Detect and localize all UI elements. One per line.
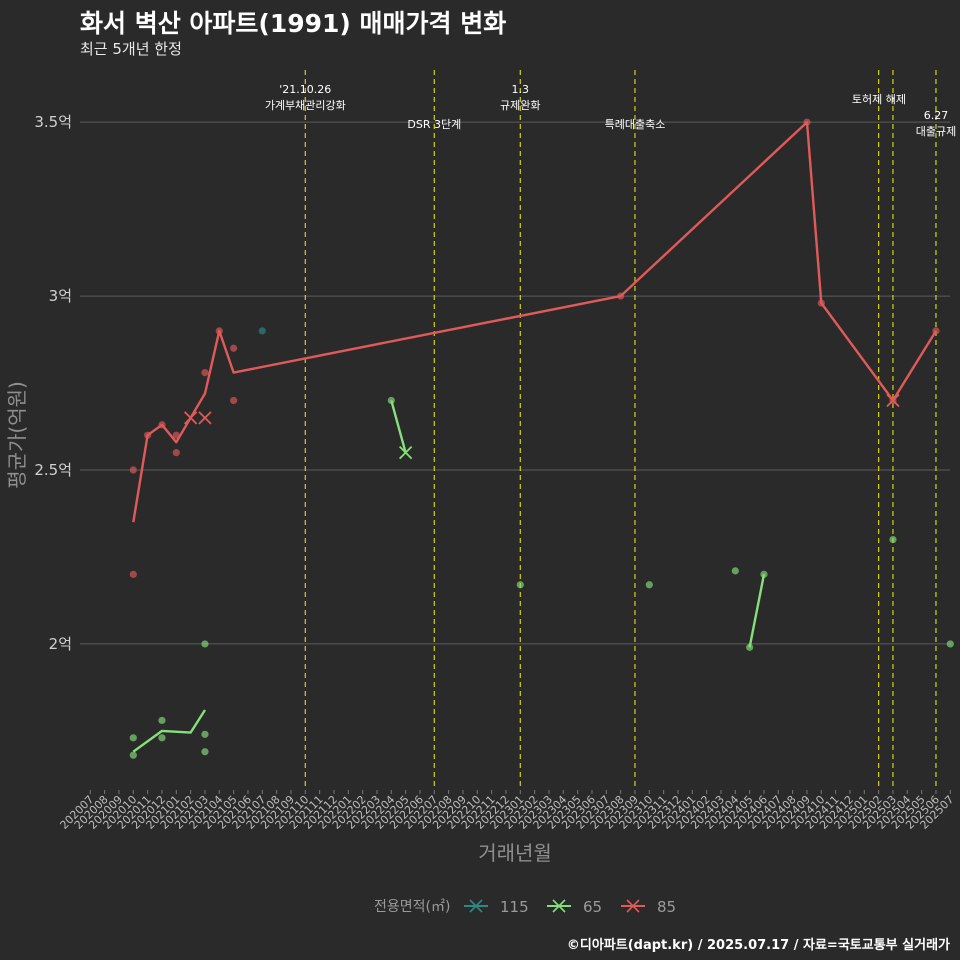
- data-point-65-12: [760, 570, 768, 578]
- x-axis-ticks: 2020072020082020092020102020112020122021…: [58, 790, 956, 832]
- y-axis-title: 평균가(억원): [5, 381, 29, 489]
- annotation-label-202207-0: DSR 3단계: [407, 118, 461, 131]
- legend: 전용면적(㎡) 115 65 85: [374, 898, 676, 916]
- data-point-65-6: [201, 748, 209, 756]
- data-point-65-10: [731, 567, 739, 575]
- data-point-85-12: [817, 299, 825, 307]
- cross-stroke: [886, 393, 900, 408]
- data-point-65-7: [387, 396, 395, 405]
- data-point-65-13: [889, 535, 897, 544]
- data-point-65-2: [158, 716, 166, 725]
- data-point-65-14: [946, 640, 954, 648]
- series-lines: [132, 121, 938, 753]
- data-point-85-9: [230, 396, 238, 405]
- x-axis-title: 거래년월: [478, 841, 552, 865]
- data-point-85-0: [129, 466, 137, 474]
- data-point-85-6: [201, 369, 209, 377]
- chart-title: 화서 벽산 아파트(1991) 매매가격 변화: [80, 9, 507, 38]
- data-point-65-8: [516, 581, 524, 589]
- annotation-label-202301-0: 1.3: [512, 83, 530, 96]
- data-point-65-0: [129, 734, 137, 742]
- legend-cross-115: [469, 899, 483, 913]
- data-point-85-11: [803, 118, 811, 126]
- policy-annotation-lines: [304, 70, 937, 790]
- series-line-65-0: [132, 709, 207, 753]
- data-point-85-5: [172, 449, 180, 457]
- legend-label-85: 85: [657, 898, 676, 916]
- cross-stroke: [398, 445, 413, 460]
- data-point-115-0: [258, 327, 266, 335]
- annotation-label-202506-0: 6.27: [924, 109, 949, 122]
- data-point-65-5: [201, 730, 209, 738]
- legend-cross-85: [626, 899, 640, 913]
- y-tick-label-1: 2.5억: [34, 461, 72, 479]
- data-point-85-7: [215, 327, 223, 335]
- data-point-85-4: [172, 431, 180, 439]
- y-tick-label-2: 3억: [49, 287, 72, 305]
- y-tick-label-0: 2억: [49, 635, 72, 653]
- data-point-85-3: [158, 421, 166, 429]
- data-point-85-10: [617, 292, 625, 300]
- data-point-85-14: [932, 327, 940, 335]
- cross-marker-85-1: [198, 411, 212, 425]
- annotation-label-202309-0: 특례대출축소: [605, 118, 666, 131]
- annotation-label-202503-0: 토허제 해제: [852, 92, 906, 106]
- data-point-85-8: [230, 344, 238, 352]
- data-point-65-9: [645, 581, 653, 589]
- annotation-label-202301-1: 규제완화: [500, 99, 540, 112]
- cross-marker-85-2: [886, 393, 900, 408]
- chart-subtitle: 최근 5개년 한정: [80, 40, 182, 58]
- series-points: [129, 118, 954, 759]
- cross-marker-85-0: [183, 411, 198, 425]
- data-point-65-11: [746, 643, 754, 651]
- grid-lines: [80, 121, 950, 645]
- annotation-label-202110-0: '21.10.26: [279, 83, 331, 96]
- legend-cross-65: [552, 899, 566, 913]
- legend-label-65: 65: [583, 898, 602, 916]
- cross-stroke: [183, 411, 198, 425]
- cross-marker-65-0: [398, 445, 413, 460]
- legend-label-115: 115: [500, 898, 529, 916]
- annotation-label-202506-1: 대출규제: [916, 125, 956, 138]
- series-line-65-1: [390, 400, 407, 453]
- legend-title: 전용면적(㎡): [374, 899, 450, 915]
- y-axis-ticks: 2억 2.5억 3억 3.5억: [34, 113, 72, 653]
- data-point-65-4: [201, 640, 209, 648]
- source-caption: ©디아파트(dapt.kr) / 2025.07.17 / 자료=국토교통부 실…: [566, 938, 950, 953]
- series-line-65-2: [748, 574, 766, 648]
- annotation-label-202110-1: 가계부채관리강화: [265, 99, 346, 112]
- data-point-65-1: [129, 751, 137, 759]
- data-point-85-2: [144, 431, 152, 439]
- series-line-85-0: [132, 121, 938, 523]
- data-point-65-3: [158, 734, 166, 742]
- y-tick-label-3: 3.5억: [34, 113, 72, 131]
- data-point-85-1: [129, 570, 137, 578]
- cross-stroke: [198, 411, 212, 425]
